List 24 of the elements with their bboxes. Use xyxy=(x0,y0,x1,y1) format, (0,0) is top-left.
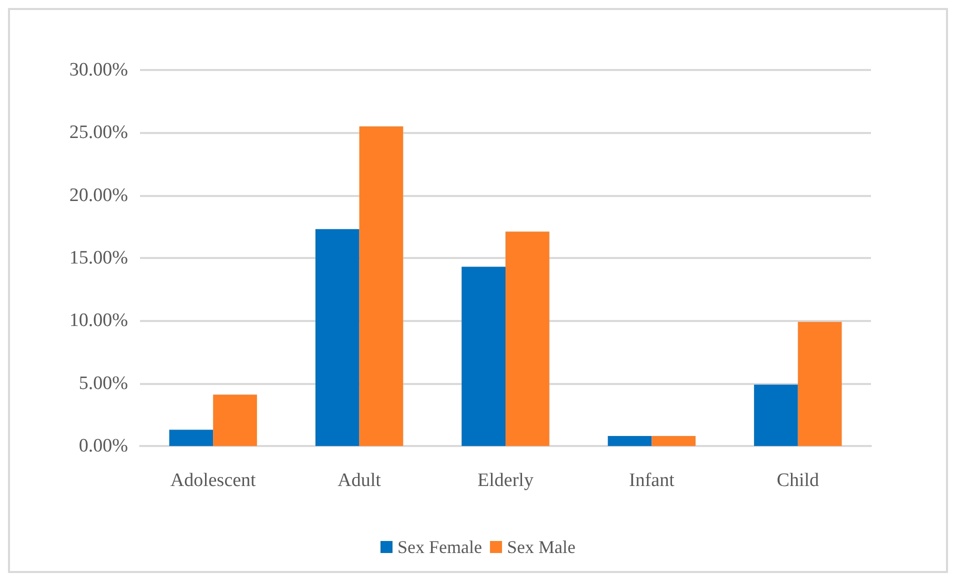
y-tick-label: 10.00% xyxy=(69,310,128,332)
y-tick-label: 25.00% xyxy=(69,122,128,144)
x-tick-label: Elderly xyxy=(478,470,534,491)
bar xyxy=(608,436,652,446)
bar xyxy=(798,322,842,446)
y-tick-label: 30.00% xyxy=(69,60,128,80)
bar xyxy=(213,394,257,446)
x-tick-label: Adolescent xyxy=(170,470,257,491)
x-tick-label: Infant xyxy=(629,470,676,491)
bar xyxy=(169,430,214,446)
bar xyxy=(506,232,550,446)
x-tick-label: Adult xyxy=(338,470,382,491)
bar xyxy=(315,229,360,446)
y-tick-label: 20.00% xyxy=(69,184,128,206)
bar xyxy=(754,384,798,446)
legend-label: Sex Male xyxy=(507,537,576,557)
bar xyxy=(652,436,696,446)
x-tick-label: Child xyxy=(776,470,820,491)
y-tick-label: 15.00% xyxy=(69,248,128,268)
y-tick-label: 0.00% xyxy=(78,436,128,456)
legend-label: Sex Female xyxy=(398,537,482,557)
bar xyxy=(462,266,506,446)
bar xyxy=(359,126,404,446)
y-tick-label: 5.00% xyxy=(78,372,128,394)
